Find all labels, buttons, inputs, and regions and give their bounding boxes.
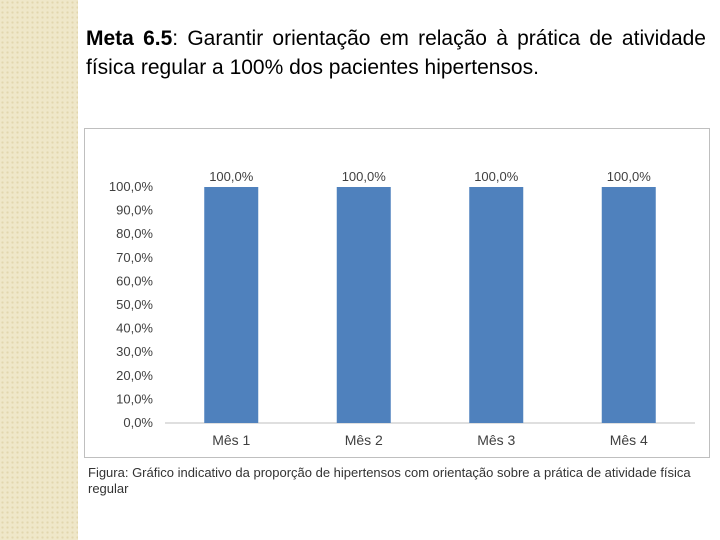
x-category-label: Mês 4 <box>610 432 648 448</box>
bar-1 <box>204 187 259 423</box>
y-tick-label: 10,0% <box>116 391 153 406</box>
y-tick-label: 0,0% <box>123 415 153 430</box>
x-category-label: Mês 2 <box>345 432 383 448</box>
bar-data-label: 100,0% <box>342 169 387 184</box>
bar-data-label: 100,0% <box>607 169 652 184</box>
y-tick-label: 80,0% <box>116 226 153 241</box>
heading-label: Meta 6.5 <box>86 27 173 50</box>
bar-3 <box>469 187 524 423</box>
y-tick-label: 20,0% <box>116 368 153 383</box>
decorative-side-strip <box>0 0 78 540</box>
y-tick-label: 90,0% <box>116 203 153 218</box>
y-tick-label: 60,0% <box>116 273 153 288</box>
chart-frame: 0,0% 10,0% 20,0% 30,0% 40,0% 50,0% 60,0% 70,0% 8… <box>84 128 710 458</box>
x-category-label: Mês 3 <box>477 432 515 448</box>
y-tick-label: 40,0% <box>116 321 153 336</box>
bar-2 <box>336 187 391 423</box>
bar-data-label: 100,0% <box>474 169 519 184</box>
figure-caption: Figura: Gráfico indicativo da proporção … <box>88 465 691 496</box>
x-category-label: Mês 1 <box>212 432 250 448</box>
bar-chart: 0,0% 10,0% 20,0% 30,0% 40,0% 50,0% 60,0% 70,0% 8… <box>109 169 695 448</box>
slide-heading: Meta 6.5: Garantir orientação em relação… <box>86 24 706 82</box>
y-tick-label: 70,0% <box>116 250 153 265</box>
y-tick-label: 30,0% <box>116 344 153 359</box>
y-tick-label: 50,0% <box>116 297 153 312</box>
bar-data-label: 100,0% <box>209 169 254 184</box>
heading-text: : Garantir orientação em relação à práti… <box>86 27 706 79</box>
y-tick-label: 100,0% <box>109 179 154 194</box>
bar-4 <box>601 187 656 423</box>
